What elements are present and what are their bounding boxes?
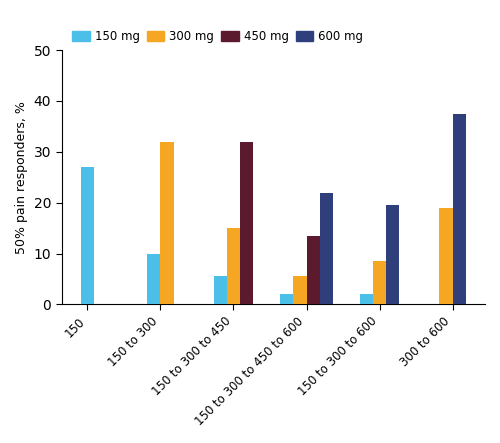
Bar [148,253,160,304]
Bar [306,236,320,304]
Legend: 150 mg, 300 mg, 450 mg, 600 mg: 150 mg, 300 mg, 450 mg, 600 mg [68,25,368,48]
Bar [214,276,227,304]
Bar [294,276,306,304]
Y-axis label: 50% pain responders, %: 50% pain responders, % [15,101,28,254]
Bar [160,142,173,304]
Bar [360,294,373,304]
Bar [452,114,466,304]
Bar [386,205,400,304]
Bar [440,208,452,304]
Bar [81,167,94,304]
Bar [240,142,253,304]
Bar [227,228,240,304]
Bar [280,294,293,304]
Bar [320,193,333,304]
Bar [373,261,386,304]
